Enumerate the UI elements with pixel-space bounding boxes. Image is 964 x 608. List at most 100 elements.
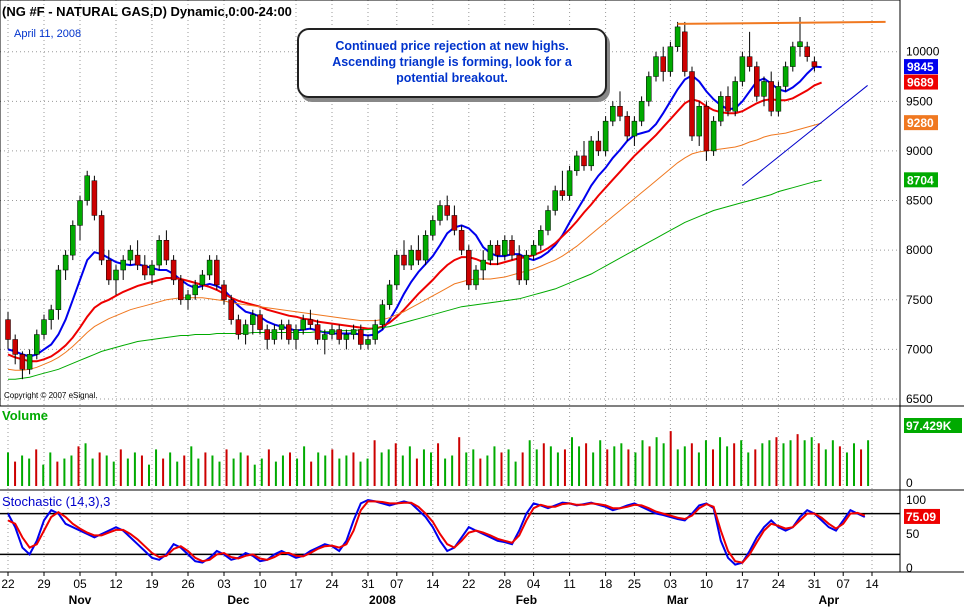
candle-body bbox=[34, 334, 40, 355]
candle-body bbox=[314, 324, 321, 340]
stochastic-k-line bbox=[7, 498, 866, 566]
x-day-label: 14 bbox=[865, 577, 879, 591]
candle-body bbox=[329, 329, 335, 335]
candle-body bbox=[667, 46, 674, 72]
candle-body bbox=[350, 329, 357, 335]
x-day-label: 24 bbox=[772, 577, 786, 591]
candle-body bbox=[307, 319, 314, 325]
price-tick-label: 8500 bbox=[906, 194, 933, 208]
candle-body bbox=[617, 106, 623, 117]
candle-body bbox=[768, 81, 774, 112]
price-tag-label: 9845 bbox=[907, 60, 934, 74]
candle-body bbox=[487, 244, 494, 261]
candle-body bbox=[574, 155, 580, 172]
candle-body bbox=[523, 254, 530, 281]
stochastic-tick-label: 0 bbox=[906, 561, 913, 575]
candle-body bbox=[466, 249, 472, 286]
candle-body bbox=[674, 26, 681, 47]
volume-zero-label: 0 bbox=[906, 476, 913, 490]
candle-body bbox=[401, 254, 407, 266]
candle-body bbox=[199, 274, 206, 286]
candle-body bbox=[113, 269, 119, 281]
stochastic-tick-label: 50 bbox=[906, 527, 920, 541]
x-period-label: Nov bbox=[69, 593, 92, 607]
price-tick-label: 8000 bbox=[906, 243, 933, 257]
candle-body bbox=[746, 56, 753, 67]
candle-body bbox=[689, 71, 695, 137]
x-day-label: 29 bbox=[37, 577, 51, 591]
candle-body bbox=[77, 200, 83, 226]
annotation-callout: Continued price rejection at new highs. … bbox=[297, 28, 607, 98]
resistance-line bbox=[677, 20, 886, 25]
price-tick-label: 9000 bbox=[906, 144, 933, 158]
x-period-label: Mar bbox=[667, 593, 689, 607]
price-tag-box bbox=[904, 74, 938, 90]
candle-body bbox=[300, 319, 306, 330]
price-tick-label: 7500 bbox=[906, 293, 933, 307]
x-day-label: 18 bbox=[599, 577, 613, 591]
candle-body bbox=[610, 106, 616, 122]
x-day-label: 07 bbox=[390, 577, 404, 591]
candle-body bbox=[214, 259, 220, 286]
candle-body bbox=[84, 175, 90, 201]
moving-average-line bbox=[7, 81, 822, 363]
candle-body bbox=[682, 31, 688, 72]
candle-body bbox=[422, 235, 429, 261]
candle-body bbox=[343, 334, 350, 340]
candle-body bbox=[660, 56, 666, 72]
x-period-label: Feb bbox=[516, 593, 537, 607]
x-day-label: 03 bbox=[664, 577, 678, 591]
candle-body bbox=[703, 106, 710, 152]
x-day-label: 28 bbox=[498, 577, 512, 591]
candle-body bbox=[250, 314, 256, 325]
x-day-label: 17 bbox=[736, 577, 750, 591]
candle-body bbox=[545, 210, 551, 231]
candle-body bbox=[386, 284, 393, 306]
candle-body bbox=[631, 120, 638, 137]
candle-body bbox=[595, 140, 602, 152]
candle-body bbox=[653, 56, 659, 77]
candle-body bbox=[451, 215, 458, 231]
volume-title: Volume bbox=[2, 408, 48, 423]
price-tick-label: 10000 bbox=[906, 45, 940, 59]
candle-body bbox=[458, 230, 465, 251]
candle-body bbox=[602, 120, 609, 152]
candle-body bbox=[127, 249, 134, 261]
candle-body bbox=[48, 309, 54, 320]
stochastic-d-line bbox=[7, 500, 866, 564]
candle-body bbox=[278, 324, 285, 330]
candle-body bbox=[552, 190, 558, 211]
candle-body bbox=[638, 101, 645, 122]
candle-body bbox=[588, 140, 594, 167]
candle-body bbox=[444, 205, 450, 216]
candle-body bbox=[178, 279, 184, 301]
candle-body bbox=[62, 254, 69, 271]
x-day-label: 17 bbox=[289, 577, 303, 591]
x-day-label: 04 bbox=[527, 577, 541, 591]
stochastic-panel bbox=[0, 498, 900, 566]
price-tag-label: 9280 bbox=[907, 116, 934, 130]
candle-body bbox=[494, 244, 501, 256]
candle-body bbox=[55, 269, 62, 310]
candle-body bbox=[156, 240, 162, 266]
candle-body bbox=[379, 304, 386, 325]
candle-body bbox=[775, 86, 782, 112]
candle-body bbox=[185, 294, 191, 301]
annotation-line-1: Continued price rejection at new highs. bbox=[335, 39, 569, 53]
price-tick-label: 9500 bbox=[906, 94, 933, 108]
candle-body bbox=[336, 329, 342, 340]
candle-body bbox=[120, 259, 126, 271]
moving-average-line bbox=[7, 122, 822, 371]
x-day-label: 05 bbox=[73, 577, 87, 591]
candle-body bbox=[530, 244, 537, 256]
candle-body bbox=[646, 76, 652, 102]
candle-body bbox=[415, 249, 422, 261]
candle-body bbox=[106, 259, 112, 281]
x-period-label: 2008 bbox=[369, 593, 396, 607]
candle-body bbox=[790, 46, 796, 67]
candle-body bbox=[739, 56, 746, 82]
x-period-label: Apr bbox=[818, 593, 839, 607]
stochastic-tag-label: 75.09 bbox=[906, 510, 936, 524]
